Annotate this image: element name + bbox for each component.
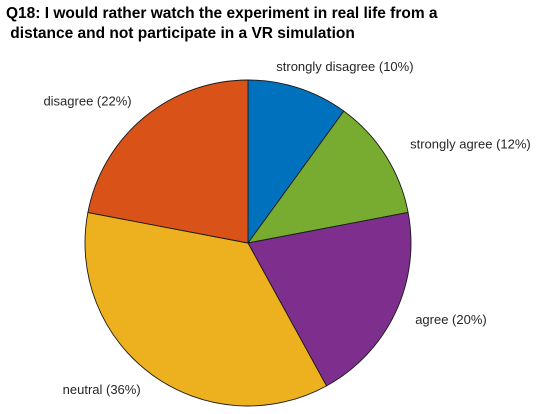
pie-slices	[84, 79, 412, 407]
pie-label-disagree: disagree (22%)	[43, 94, 131, 109]
chart-title-line-2: distance and not participate in a VR sim…	[6, 25, 355, 42]
pie-slice-agree	[247, 211, 412, 387]
pie-slice-neutral	[84, 211, 328, 407]
chart-title-line-1: Q18: I would rather watch the experiment…	[6, 5, 438, 22]
pie-slice-strongly-agree	[246, 110, 409, 244]
chart-title: Q18: I would rather watch the experiment…	[6, 4, 546, 44]
pie-slice-disagree	[87, 79, 249, 244]
pie-label-neutral: neutral (36%)	[63, 382, 141, 397]
pie-label-agree: agree (20%)	[415, 312, 487, 327]
pie-label-strongly-disagree: strongly disagree (10%)	[276, 59, 413, 74]
pie-label-strongly-agree: strongly agree (12%)	[410, 137, 531, 152]
pie-labels: strongly disagree (10%) strongly agree (1…	[43, 59, 530, 397]
pie-slice-strongly-disagree	[247, 79, 345, 245]
